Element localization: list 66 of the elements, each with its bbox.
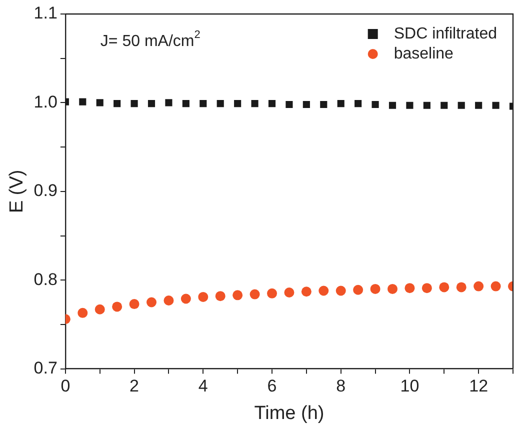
point	[79, 98, 86, 106]
point	[302, 100, 310, 108]
point	[440, 102, 448, 109]
point	[96, 99, 104, 106]
point	[388, 284, 398, 294]
point	[354, 100, 362, 108]
point	[474, 281, 484, 292]
x-tick-label: 4	[198, 376, 208, 396]
point	[353, 284, 364, 295]
point	[198, 292, 208, 302]
x-tick-label: 6	[267, 376, 277, 396]
x-tick-label: 8	[336, 376, 346, 396]
point	[388, 102, 396, 109]
point	[337, 100, 344, 108]
point	[112, 302, 122, 312]
point	[475, 102, 482, 109]
point	[130, 100, 138, 108]
point	[78, 308, 88, 318]
point	[320, 100, 328, 108]
point	[268, 100, 276, 108]
point	[301, 286, 312, 297]
point	[284, 288, 294, 298]
point	[215, 291, 226, 302]
point	[251, 100, 258, 108]
point	[456, 282, 466, 292]
y-tick-label: 0.7	[34, 358, 58, 378]
x-tick-label: 0	[60, 376, 70, 396]
legend-label: SDC infiltrated	[394, 25, 498, 42]
y-tick-label: 0.9	[34, 181, 58, 200]
point	[490, 281, 501, 292]
point	[114, 100, 121, 108]
point	[492, 102, 500, 109]
point	[372, 100, 379, 108]
point	[232, 290, 243, 300]
point	[165, 99, 172, 106]
point	[234, 100, 242, 108]
point	[439, 282, 450, 292]
point	[180, 294, 191, 304]
point	[458, 102, 465, 109]
point	[267, 288, 277, 298]
y-axis-title: E (V)	[6, 170, 28, 214]
point	[422, 283, 432, 294]
legend-label: baseline	[394, 45, 454, 62]
y-tick-label: 1.0	[34, 92, 58, 112]
point	[250, 289, 260, 300]
point	[406, 102, 414, 109]
point	[404, 283, 415, 294]
point	[286, 100, 293, 108]
point	[370, 284, 380, 294]
point	[148, 100, 156, 108]
point	[423, 102, 430, 109]
x-tick-label: 12	[469, 376, 488, 396]
x-tick-label: 10	[400, 376, 420, 396]
point	[200, 100, 207, 108]
point	[318, 286, 329, 296]
point	[216, 100, 224, 108]
point	[94, 304, 105, 314]
y-tick-label: 0.8	[34, 270, 58, 289]
y-tick-label: 1.1	[34, 4, 58, 23]
x-axis-title: Time (h)	[254, 402, 324, 424]
point	[164, 296, 174, 306]
point	[336, 286, 346, 296]
point	[146, 297, 157, 308]
point	[129, 299, 140, 310]
x-tick-label: 2	[130, 376, 140, 396]
point	[182, 100, 190, 108]
